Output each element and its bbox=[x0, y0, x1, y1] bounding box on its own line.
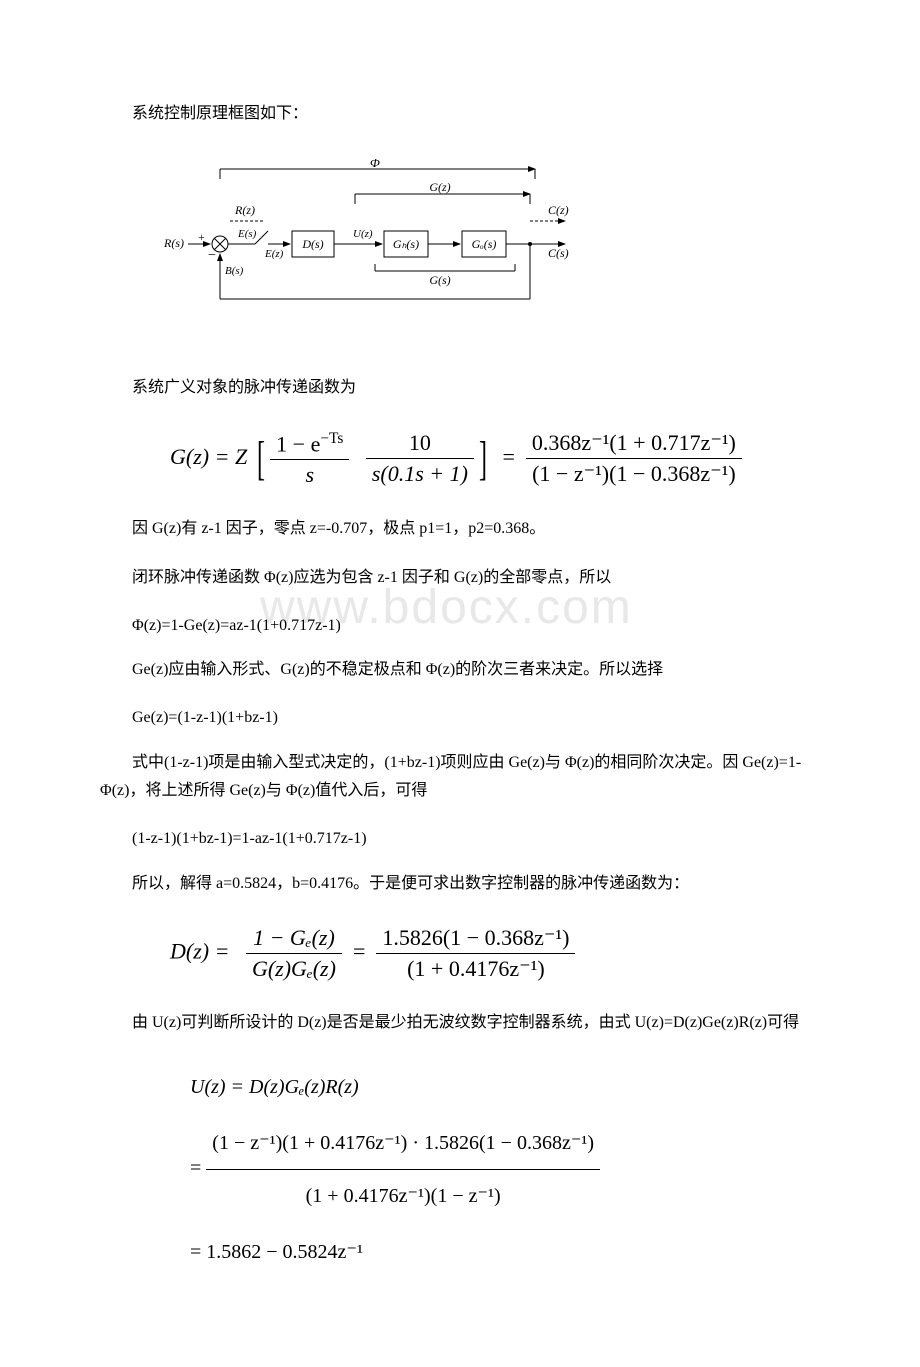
phi-label: Φ bbox=[370, 159, 380, 170]
equation-gz: G(z) = Z [ 1 − e−Ts s 10 s(0.1s + 1) ] =… bbox=[170, 428, 820, 490]
gz-label: G(z) bbox=[429, 180, 450, 194]
go-label: Gₒ(s) bbox=[472, 237, 497, 251]
formula-ge: Ge(z)=(1-z-1)(1+bz-1) bbox=[100, 705, 820, 731]
paragraph-1: 系统控制原理框图如下： bbox=[100, 100, 820, 129]
paragraph-8: 由 U(z)可判断所设计的 D(z)是否是最少拍无波纹数字控制器系统，由式 U(… bbox=[100, 1009, 820, 1038]
svg-text:−: − bbox=[208, 248, 216, 263]
ds-label: D(s) bbox=[301, 237, 323, 251]
paragraph-7: 所以，解得 a=0.5824，b=0.4176。于是便可求出数字控制器的脉冲传递… bbox=[100, 870, 820, 899]
formula-expand: (1-z-1)(1+bz-1)=1-az-1(1+0.717z-1) bbox=[100, 826, 820, 852]
formula-phi: Φ(z)=1-Ge(z)=az-1(1+0.717z-1) bbox=[100, 613, 820, 639]
uz-label: U(z) bbox=[353, 228, 373, 240]
ez-label: E(z) bbox=[264, 248, 284, 260]
cs-label: C(s) bbox=[548, 246, 569, 260]
es-label: E(s) bbox=[237, 228, 257, 240]
bs-label: B(s) bbox=[225, 265, 244, 277]
paragraph-6: 式中(1-z-1)项是由输入型式决定的，(1+bz-1)项则应由 Ge(z)与 … bbox=[100, 749, 820, 807]
svg-text:+: + bbox=[198, 230, 205, 244]
paragraph-4: 闭环脉冲传递函数 Φ(z)应选为包含 z-1 因子和 G(z)的全部零点，所以 bbox=[100, 564, 820, 593]
gh-label: Gₕ(s) bbox=[393, 237, 419, 251]
rs-label: R(s) bbox=[163, 236, 184, 250]
equation-dz: D(z) = 1 − Gₑ(z) G(z)Gₑ(z) = 1.5826(1 − … bbox=[170, 923, 820, 984]
gs-label: G(s) bbox=[429, 273, 450, 287]
paragraph-5: Ge(z)应由输入形式、G(z)的不稳定极点和 Φ(z)的阶次三者来决定。所以选… bbox=[100, 656, 820, 685]
equation-uz: U(z) = D(z)Gₑ(z)R(z) = (1 − z⁻¹)(1 + 0.4… bbox=[190, 1063, 820, 1282]
rz-label: R(z) bbox=[234, 203, 255, 217]
paragraph-2: 系统广义对象的脉冲传递函数为 bbox=[100, 374, 820, 403]
control-block-diagram: Φ G(z) R(z) C(z) R(s) + − E(s) E(z) D(s) bbox=[160, 159, 820, 334]
cz-label: C(z) bbox=[548, 203, 569, 217]
paragraph-3: 因 G(z)有 z-1 因子，零点 z=-0.707，极点 p1=1，p2=0.… bbox=[100, 515, 820, 544]
